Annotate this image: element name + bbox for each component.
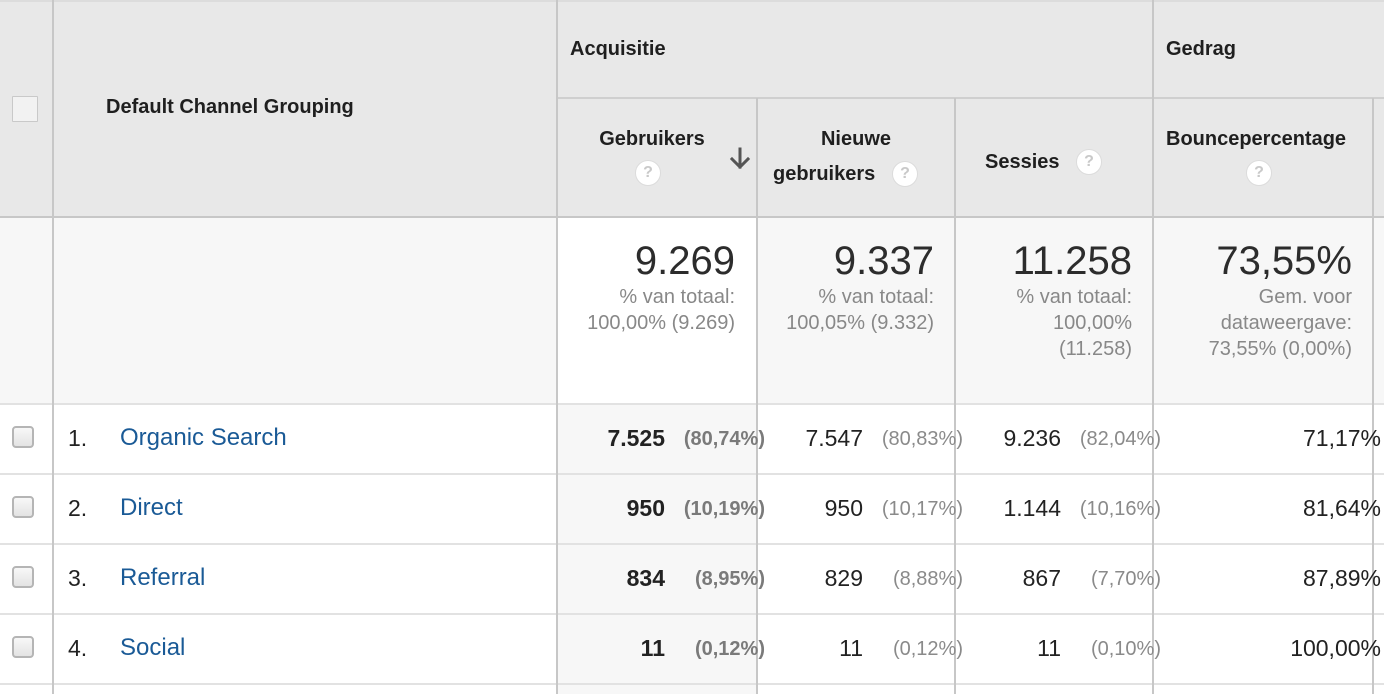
users-percent: (10,19%) <box>683 498 765 520</box>
header-sessions-cell[interactable] <box>955 98 1153 217</box>
total-users-detail: 100,00% (9.269) <box>587 312 735 334</box>
sessions-percent: (0,10%) <box>1090 638 1161 660</box>
acquisition-group-label: Acquisitie <box>570 38 666 60</box>
users-value: 950 <box>626 495 665 521</box>
bounce-value: 87,89% <box>1302 565 1381 591</box>
total-bounce-value: 73,55% <box>1216 239 1352 283</box>
total-bounce-detail: 73,55% (0,00%) <box>1208 338 1352 360</box>
new-users-column-label-line2[interactable]: gebruikers <box>773 163 876 185</box>
row-checkbox[interactable] <box>12 426 34 448</box>
total-sessions-detail: 100,00% <box>1053 312 1132 334</box>
divider <box>0 473 1384 475</box>
sessions-value: 9.236 <box>1003 425 1061 451</box>
new-users-percent: (8,88%) <box>892 568 963 590</box>
users-percent: (8,95%) <box>694 568 765 590</box>
new-users-percent: (80,83%) <box>881 428 963 450</box>
divider <box>1372 98 1374 694</box>
row-number: 2. <box>68 495 88 521</box>
divider <box>52 0 54 694</box>
sessions-column-label[interactable]: Sessies <box>985 151 1060 173</box>
header-bounce-cell[interactable] <box>1153 98 1373 217</box>
header-new-users-cell[interactable] <box>757 98 955 217</box>
header-acquisition-group <box>557 0 1153 98</box>
users-value: 11 <box>640 635 665 661</box>
total-new-users-value: 9.337 <box>833 239 934 283</box>
new-users-column-label-line1[interactable]: Nieuwe <box>820 128 892 150</box>
divider <box>954 98 956 694</box>
bounce-value: 100,00% <box>1290 635 1381 661</box>
total-sessions-detail-count: (11.258) <box>1058 338 1132 360</box>
divider <box>0 403 1384 405</box>
new-users-value: 829 <box>824 565 863 591</box>
divider <box>557 97 1384 99</box>
total-sessions-caption: % van totaal: <box>1016 286 1132 308</box>
totals-new-users: 9.337 % van totaal: 100,05% (9.332) <box>757 238 934 336</box>
users-percent: (0,12%) <box>694 638 765 660</box>
sessions-value: 11 <box>1037 635 1061 661</box>
help-icon[interactable]: ? <box>1076 149 1102 175</box>
channel-link-social[interactable]: Social <box>120 634 186 661</box>
help-icon[interactable]: ? <box>892 161 918 187</box>
divider <box>0 613 1384 615</box>
bounce-column-label[interactable]: Bouncepercentage <box>1166 128 1347 150</box>
total-users-value: 9.269 <box>634 239 735 283</box>
total-bounce-caption-2: dataweergave: <box>1220 312 1352 334</box>
row-checkbox[interactable] <box>12 636 34 658</box>
divider <box>0 683 1384 685</box>
divider <box>0 216 1384 218</box>
channel-link-referral[interactable]: Referral <box>120 564 206 591</box>
new-users-percent: (10,17%) <box>881 498 963 520</box>
totals-bounce: 73,55% Gem. voor dataweergave: 73,55% (0… <box>1153 238 1352 362</box>
users-column-label[interactable]: Gebruikers <box>599 128 705 150</box>
divider <box>1152 0 1154 694</box>
new-users-percent: (0,12%) <box>892 638 963 660</box>
behavior-group-label: Gedrag <box>1166 38 1237 60</box>
bounce-value: 71,17% <box>1302 425 1381 451</box>
divider <box>0 543 1384 545</box>
channel-link-direct[interactable]: Direct <box>120 494 183 521</box>
totals-users-cell <box>557 217 757 404</box>
header-dimension-cell[interactable] <box>54 0 557 217</box>
total-bounce-caption: Gem. voor <box>1258 286 1352 308</box>
users-percent: (80,74%) <box>683 428 765 450</box>
new-users-value: 950 <box>824 495 863 521</box>
totals-users: 9.269 % van totaal: 100,00% (9.269) <box>557 238 735 336</box>
users-value: 7.525 <box>607 425 665 451</box>
arrow-down-icon[interactable] <box>728 147 752 171</box>
users-value: 834 <box>626 565 665 591</box>
header-next-column-cell <box>1373 98 1384 217</box>
help-icon[interactable]: ? <box>635 160 661 186</box>
total-new-users-caption: % van totaal: <box>818 286 934 308</box>
divider <box>0 0 1384 2</box>
row-number: 3. <box>68 565 88 591</box>
help-icon[interactable]: ? <box>1246 160 1272 186</box>
dimension-header-label[interactable]: Default Channel Grouping <box>106 96 354 118</box>
divider <box>556 0 558 694</box>
select-all-checkbox[interactable] <box>12 96 38 122</box>
total-users-caption: % van totaal: <box>619 286 735 308</box>
row-checkbox[interactable] <box>12 496 34 518</box>
row-number: 4. <box>68 635 88 661</box>
sessions-percent: (10,16%) <box>1079 498 1161 520</box>
bounce-value: 81,64% <box>1302 495 1381 521</box>
sessions-value: 1.144 <box>1003 495 1061 521</box>
row-number: 1. <box>68 425 88 451</box>
sessions-percent: (82,04%) <box>1079 428 1161 450</box>
header-behavior-group <box>1153 0 1384 98</box>
sorted-column-tint <box>557 404 757 694</box>
divider <box>756 98 758 694</box>
total-sessions-value: 11.258 <box>1012 239 1132 283</box>
row-checkbox[interactable] <box>12 566 34 588</box>
channel-link-organic-search[interactable]: Organic Search <box>120 424 287 451</box>
totals-sessions: 11.258 % van totaal: 100,00% (11.258) <box>955 238 1132 362</box>
header-users-cell[interactable] <box>557 98 757 217</box>
sessions-value: 867 <box>1022 565 1061 591</box>
new-users-value: 11 <box>839 635 863 661</box>
total-new-users-detail: 100,05% (9.332) <box>786 312 934 334</box>
new-users-value: 7.547 <box>805 425 863 451</box>
sessions-percent: (7,70%) <box>1090 568 1161 590</box>
